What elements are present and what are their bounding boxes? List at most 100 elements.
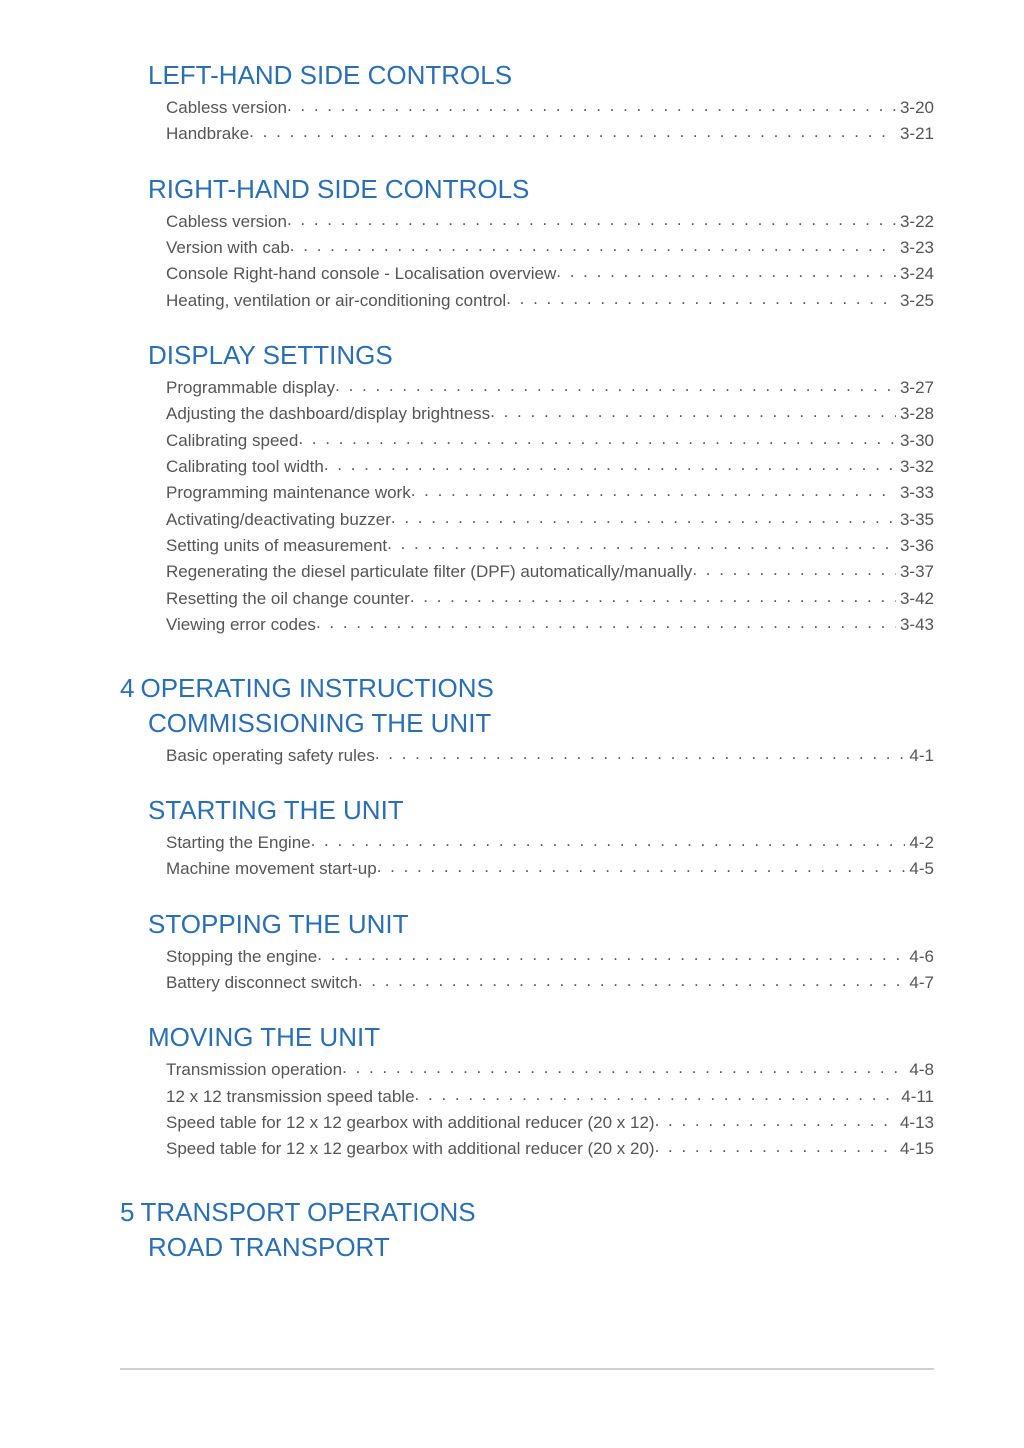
toc-entry-page: 3-37 (896, 559, 934, 585)
toc-section: 4OPERATING INSTRUCTIONS (120, 673, 934, 704)
toc-entry-label: Calibrating speed (166, 428, 298, 454)
toc-entry-page: 3-23 (896, 235, 934, 261)
toc-entry: Programming maintenance work 3-33 (166, 480, 934, 506)
section-heading: COMMISSIONING THE UNIT (120, 708, 934, 739)
toc-entry-label: Battery disconnect switch (166, 970, 358, 996)
toc-leader-dots (692, 559, 896, 583)
toc-leader-dots (342, 1057, 905, 1081)
section-heading: STOPPING THE UNIT (120, 909, 934, 940)
toc-entry-label: Resetting the oil change counter (166, 586, 410, 612)
toc-entry-label: Programmable display (166, 375, 335, 401)
toc-leader-dots (317, 944, 905, 968)
toc-entries: Stopping the engine 4-6Battery disconnec… (120, 944, 934, 997)
toc-section: STOPPING THE UNIT Stopping the engine 4-6… (120, 909, 934, 997)
toc-entry: Handbrake 3-21 (166, 121, 934, 147)
toc-entry: Console Right-hand console - Localisatio… (166, 261, 934, 287)
section-heading: RIGHT-HAND SIDE CONTROLS (120, 174, 934, 205)
toc-entry: Stopping the engine 4-6 (166, 944, 934, 970)
chapter-heading: 4OPERATING INSTRUCTIONS (120, 673, 934, 704)
toc-entry-label: Starting the Engine (166, 830, 311, 856)
toc-entry-page: 3-36 (896, 533, 934, 559)
toc-entry-label: Speed table for 12 x 12 gearbox with add… (166, 1136, 655, 1162)
toc-entry: Basic operating safety rules 4-1 (166, 743, 934, 769)
toc-leader-dots (556, 261, 896, 285)
toc-leader-dots (335, 375, 896, 399)
section-heading: MOVING THE UNIT (120, 1022, 934, 1053)
toc-entry: Adjusting the dashboard/display brightne… (166, 401, 934, 427)
toc-entry: Regenerating the diesel particulate filt… (166, 559, 934, 585)
toc-section: 5TRANSPORT OPERATIONS (120, 1197, 934, 1228)
toc-entry-page: 3-33 (896, 480, 934, 506)
toc-entry-label: Adjusting the dashboard/display brightne… (166, 401, 490, 427)
toc-leader-dots (415, 1084, 898, 1108)
toc-entry: Calibrating speed 3-30 (166, 428, 934, 454)
toc-entry-page: 4-6 (905, 944, 934, 970)
chapter-title: OPERATING INSTRUCTIONS (140, 673, 493, 704)
toc-entries: Starting the Engine 4-2 Machine movement … (120, 830, 934, 883)
toc-entry-label: Viewing error codes (166, 612, 316, 638)
section-heading: DISPLAY SETTINGS (120, 340, 934, 371)
toc-entry-page: 3-32 (896, 454, 934, 480)
toc-entry: Activating/deactivating buzzer 3-35 (166, 507, 934, 533)
toc-entry-label: Speed table for 12 x 12 gearbox with add… (166, 1110, 655, 1136)
chapter-title: TRANSPORT OPERATIONS (140, 1197, 475, 1228)
toc-entry: Resetting the oil change counter 3-42 (166, 586, 934, 612)
toc-leader-dots (411, 480, 896, 504)
toc-entry-label: Transmission operation (166, 1057, 342, 1083)
toc-entry-label: Cabless version (166, 209, 287, 235)
toc-entry-page: 4-15 (896, 1136, 934, 1162)
toc-entry-page: 4-11 (897, 1084, 934, 1110)
toc-leader-dots (391, 507, 896, 531)
toc-section: MOVING THE UNIT Transmission operation 4-… (120, 1022, 934, 1162)
toc-entry-page: 4-13 (896, 1110, 934, 1136)
toc-section: DISPLAY SETTINGS Programmable display 3-2… (120, 340, 934, 638)
toc-section: STARTING THE UNIT Starting the Engine 4-2… (120, 795, 934, 883)
toc-entry-page: 3-43 (896, 612, 934, 638)
toc-entry-label: Regenerating the diesel particulate filt… (166, 559, 692, 585)
toc-entry-page: 3-28 (896, 401, 934, 427)
toc-entry: Battery disconnect switch 4-7 (166, 970, 934, 996)
toc-entry-label: Cabless version (166, 95, 287, 121)
toc-entry-page: 4-2 (905, 830, 934, 856)
toc-entry: Speed table for 12 x 12 gearbox with add… (166, 1136, 934, 1162)
toc-entry-page: 4-1 (905, 743, 934, 769)
toc-entries: Transmission operation 4-812 x 12 transm… (120, 1057, 934, 1162)
toc-entry-page: 3-24 (896, 261, 934, 287)
toc-leader-dots (290, 235, 896, 259)
toc-entry-label: Heating, ventilation or air-conditioning… (166, 288, 506, 314)
toc-entry-page: 3-21 (896, 121, 934, 147)
toc-leader-dots (358, 970, 906, 994)
toc-entry: Calibrating tool width 3-32 (166, 454, 934, 480)
chapter-heading: 5TRANSPORT OPERATIONS (120, 1197, 934, 1228)
toc-entries: Basic operating safety rules 4-1 (120, 743, 934, 769)
toc-entry: Cabless version 3-20 (166, 95, 934, 121)
toc-root: LEFT-HAND SIDE CONTROLS Cabless version 3… (120, 60, 934, 1263)
toc-entry-label: Machine movement start-up (166, 856, 377, 882)
toc-entries: Programmable display 3-27 Adjusting the d… (120, 375, 934, 638)
toc-leader-dots (298, 428, 896, 452)
toc-page: LEFT-HAND SIDE CONTROLS Cabless version 3… (0, 0, 1024, 1448)
footer-rule (120, 1368, 934, 1370)
toc-section: ROAD TRANSPORT (120, 1232, 934, 1263)
toc-entry-page: 3-20 (896, 95, 934, 121)
section-heading: STARTING THE UNIT (120, 795, 934, 826)
toc-entry-page: 4-5 (905, 856, 934, 882)
toc-leader-dots (490, 401, 896, 425)
toc-entry: Version with cab 3-23 (166, 235, 934, 261)
toc-leader-dots (287, 95, 896, 119)
toc-entry-label: Setting units of measurement (166, 533, 387, 559)
toc-leader-dots (387, 533, 896, 557)
toc-entry-label: Stopping the engine (166, 944, 317, 970)
toc-leader-dots (655, 1136, 896, 1160)
chapter-number: 5 (120, 1197, 134, 1228)
section-heading: LEFT-HAND SIDE CONTROLS (120, 60, 934, 91)
toc-entry-page: 3-25 (896, 288, 934, 314)
toc-entry: Cabless version 3-22 (166, 209, 934, 235)
toc-leader-dots (311, 830, 906, 854)
toc-entry: Setting units of measurement 3-36 (166, 533, 934, 559)
toc-entry-page: 3-42 (896, 586, 934, 612)
toc-entries: Cabless version 3-20Handbrake 3-21 (120, 95, 934, 148)
toc-entry: Speed table for 12 x 12 gearbox with add… (166, 1110, 934, 1136)
toc-entry-page: 4-8 (905, 1057, 934, 1083)
toc-entry-page: 3-27 (896, 375, 934, 401)
